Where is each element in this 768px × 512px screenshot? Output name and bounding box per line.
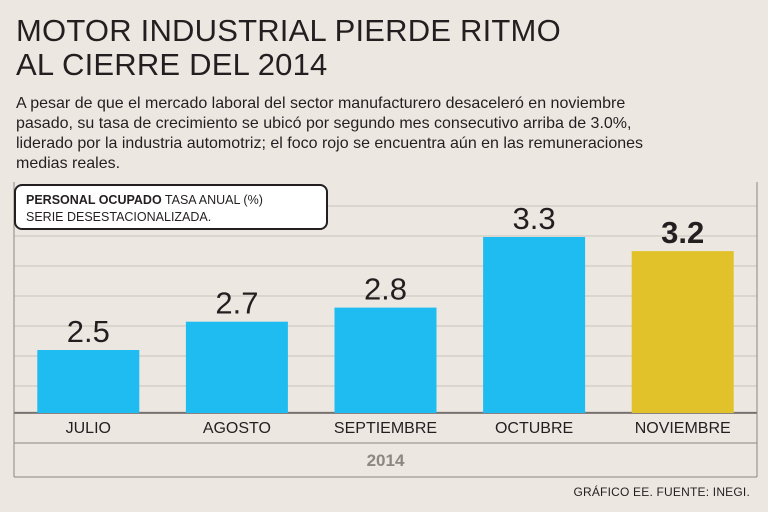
chart-title: MOTOR INDUSTRIAL PIERDE RITMO AL CIERRE …	[16, 14, 756, 82]
data-label-agosto: 2.7	[215, 286, 258, 321]
data-label-noviembre: 3.2	[661, 215, 704, 250]
bar-julio	[37, 350, 140, 413]
legend-line-1: PERSONAL OCUPADO TASA ANUAL (%)	[26, 192, 316, 209]
legend-line-2: SERIE DESESTACIONALIZADA.	[26, 210, 212, 224]
title-line-1: MOTOR INDUSTRIAL PIERDE RITMO	[16, 13, 561, 48]
subtitle-line-2: pasado, su tasa de crecimiento se ubicó …	[16, 115, 632, 132]
category-label-octubre: OCTUBRE	[495, 420, 573, 437]
legend-label-rest: TASA ANUAL (%)	[161, 193, 263, 207]
chart-subtitle: A pesar de que el mercado laboral del se…	[16, 94, 756, 174]
data-label-septiembre: 2.8	[364, 272, 407, 307]
subtitle-line-4: medias reales.	[16, 155, 121, 172]
legend-box: PERSONAL OCUPADO TASA ANUAL (%) SERIE DE…	[14, 184, 328, 230]
source-note: GRÁFICO EE. FUENTE: INEGI.	[573, 485, 750, 499]
bar-octubre	[483, 237, 586, 413]
legend-bold-label: PERSONAL OCUPADO	[26, 193, 162, 207]
bar-agosto	[185, 321, 288, 413]
data-label-octubre: 3.3	[513, 201, 556, 236]
category-label-julio: JULIO	[66, 420, 111, 437]
title-line-2: AL CIERRE DEL 2014	[16, 47, 328, 82]
bar-noviembre	[631, 251, 734, 413]
bar-septiembre	[334, 307, 437, 413]
category-label-noviembre: NOVIEMBRE	[635, 420, 731, 437]
subtitle-line-1: A pesar de que el mercado laboral del se…	[16, 95, 626, 112]
subtitle-line-3: liderado por la industria automotriz; el…	[16, 135, 644, 152]
data-label-julio: 2.5	[67, 314, 110, 349]
x-axis-year-label: 2014	[367, 451, 405, 470]
category-label-septiembre: SEPTIEMBRE	[334, 420, 437, 437]
category-label-agosto: AGOSTO	[203, 420, 271, 437]
